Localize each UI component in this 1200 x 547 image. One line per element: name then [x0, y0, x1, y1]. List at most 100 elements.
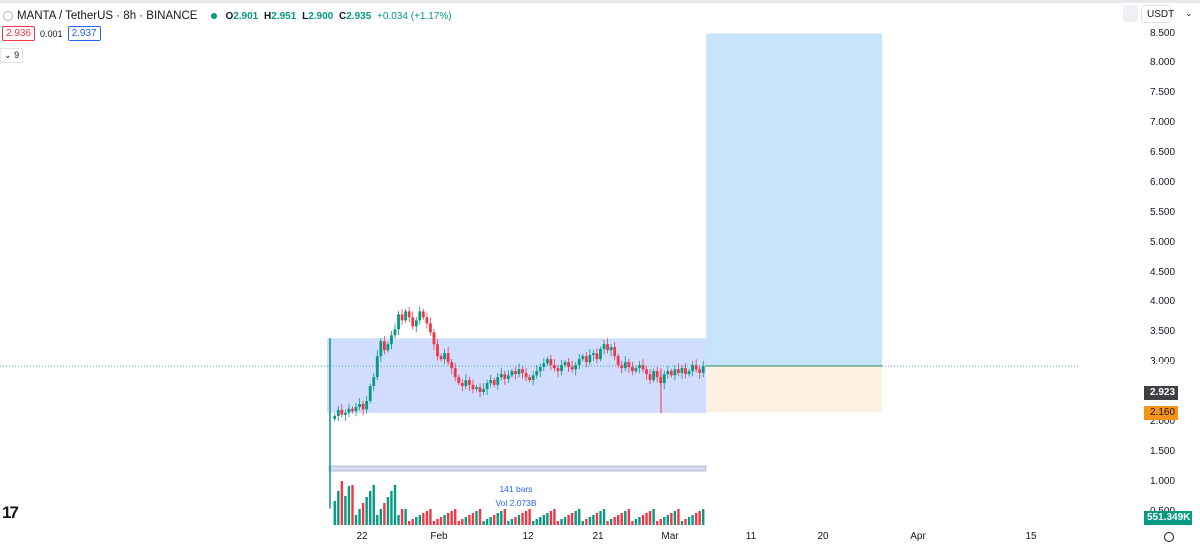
candle-body: [347, 408, 351, 413]
candle-body: [336, 409, 340, 416]
candle-body: [623, 362, 627, 369]
trade-buttons: 2.936 0.001 2.937: [0, 26, 101, 41]
close-value: 2.935: [346, 10, 372, 22]
price-range-box: [327, 338, 706, 413]
candle-body: [492, 380, 496, 385]
gear-icon[interactable]: [1164, 532, 1174, 542]
volume-bar: [574, 511, 577, 525]
volume-bar: [429, 509, 432, 525]
x-axis-tick: Feb: [430, 531, 448, 542]
low-key: L: [302, 10, 309, 22]
volume-bar: [333, 501, 336, 525]
y-axis-tick: 8.000: [1150, 57, 1176, 69]
x-axis-tick: 11: [745, 531, 757, 542]
candle-body: [393, 329, 397, 336]
sell-button[interactable]: 2.936: [2, 26, 36, 41]
candle-body: [613, 347, 617, 357]
candle-body: [560, 365, 563, 372]
candle-body: [528, 377, 532, 381]
volume-bar: [383, 503, 386, 525]
candle-body: [606, 344, 609, 351]
candle-body: [439, 356, 443, 360]
candle-body: [662, 374, 666, 384]
candle-body: [602, 344, 606, 350]
volume-bar: [539, 517, 542, 525]
x-axis-tick: Apr: [910, 531, 926, 542]
volume-bar: [354, 515, 358, 525]
candle-body: [567, 362, 570, 367]
scale-settings-button[interactable]: [1123, 5, 1138, 22]
candle-body: [514, 371, 517, 375]
candle-body: [521, 369, 524, 373]
candle-body: [361, 403, 365, 410]
y-axis-tick: 3.500: [1150, 326, 1176, 338]
target-zone: [706, 33, 882, 367]
volume-bar: [677, 509, 680, 525]
currency-chevron-icon[interactable]: ⌄: [1185, 8, 1193, 18]
volume-bar: [694, 513, 698, 525]
candle-body: [450, 362, 454, 369]
stop-price-label: 2.923: [1144, 386, 1178, 400]
candle-body: [652, 371, 656, 381]
buy-button[interactable]: 2.937: [67, 26, 101, 41]
volume-bar: [624, 511, 627, 525]
volume-bar: [666, 515, 669, 525]
volume-bar: [425, 511, 429, 525]
y-axis-tick: 4.000: [1150, 296, 1176, 308]
y-axis-tick: 2.000: [1150, 415, 1176, 427]
volume-bar: [496, 513, 499, 525]
volume-bar: [578, 509, 581, 525]
candle-body: [687, 371, 691, 375]
y-axis-tick: 3.000: [1150, 356, 1176, 368]
volume-bar: [563, 517, 567, 525]
volume-bar: [439, 517, 443, 525]
volume-bar: [684, 519, 687, 525]
candle-body: [375, 356, 379, 378]
volume-bar: [390, 491, 393, 525]
volume-bar: [418, 515, 421, 525]
volume-bar: [347, 486, 351, 525]
volume-bar: [446, 513, 450, 525]
x-axis-tick: Mar: [661, 531, 679, 542]
volume-bar: [560, 519, 563, 525]
volume-bar: [602, 509, 606, 525]
candle-body: [471, 384, 475, 390]
candle-body: [524, 372, 528, 378]
candle-body: [340, 409, 344, 415]
candle-body: [588, 354, 592, 363]
open-value: 2.901: [233, 10, 259, 22]
volume-bar: [528, 509, 531, 525]
volume-bar: [648, 511, 652, 525]
volume-bar: [344, 496, 347, 525]
candle-body: [432, 332, 436, 345]
candle-body: [464, 380, 468, 387]
candle-body: [510, 371, 514, 376]
volume-bar: [698, 511, 701, 525]
volume-bar: [631, 521, 634, 525]
volume-bar: [638, 517, 641, 525]
change-value: +0.034 (+1.17%): [377, 10, 452, 22]
indicators-toggle[interactable]: ⌄ 9: [0, 48, 24, 63]
candle-body: [666, 371, 670, 375]
candle-body: [414, 320, 418, 327]
volume-bar: [369, 491, 372, 525]
volume-bar: [475, 511, 478, 525]
range-volume: Vol 2.073B: [495, 498, 537, 508]
candle-body: [372, 377, 376, 387]
x-axis-tick: 12: [522, 531, 534, 542]
symbol-title[interactable]: MANTA / TetherUS · 8h · BINANCE: [17, 10, 198, 22]
volume-bar: [581, 521, 584, 525]
high-key: H: [264, 10, 272, 22]
candle-body: [429, 323, 432, 333]
candle-body: [436, 344, 439, 357]
volume-bar: [521, 513, 524, 525]
candle-body: [634, 368, 638, 372]
candle-body: [599, 349, 602, 360]
top-border: [0, 0, 1200, 3]
y-axis-tick: 6.500: [1150, 147, 1176, 159]
candle-body: [669, 371, 673, 376]
currency-selector[interactable]: USDT: [1141, 5, 1174, 23]
volume-bar: [588, 517, 592, 525]
candle-body: [506, 375, 510, 379]
